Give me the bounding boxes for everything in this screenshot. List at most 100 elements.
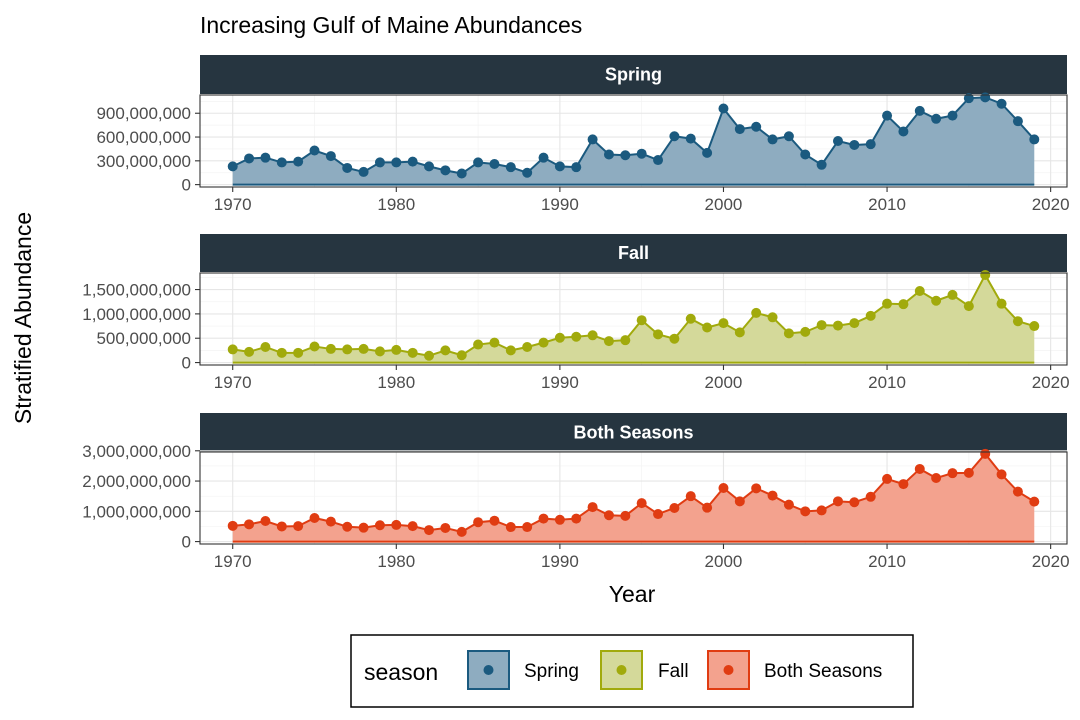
point-fall-2009 bbox=[865, 310, 876, 321]
x-tick-label: 1980 bbox=[377, 373, 415, 392]
point-both-seasons-2009 bbox=[865, 491, 876, 502]
strip-label-both-seasons: Both Seasons bbox=[573, 423, 693, 443]
point-fall-1997 bbox=[669, 333, 680, 344]
x-tick-label: 1970 bbox=[214, 373, 252, 392]
point-both-seasons-1986 bbox=[489, 515, 500, 526]
point-spring-1979 bbox=[374, 157, 385, 168]
point-both-seasons-2018 bbox=[1012, 486, 1023, 497]
point-both-seasons-2016 bbox=[980, 448, 991, 459]
point-fall-1983 bbox=[440, 345, 451, 356]
point-fall-1992 bbox=[587, 330, 598, 341]
y-tick-label: 0 bbox=[182, 176, 191, 195]
point-spring-1993 bbox=[603, 149, 614, 160]
y-tick-label: 0 bbox=[182, 354, 191, 373]
panel-border-both-seasons bbox=[199, 451, 1068, 545]
point-both-seasons-2003 bbox=[767, 490, 778, 501]
point-both-seasons-1993 bbox=[603, 510, 614, 521]
point-spring-1999 bbox=[702, 147, 713, 158]
x-tick-label: 2010 bbox=[868, 373, 906, 392]
point-fall-1972 bbox=[260, 341, 271, 352]
point-spring-2017 bbox=[996, 98, 1007, 109]
point-fall-1971 bbox=[244, 346, 255, 357]
area-spring bbox=[232, 97, 1035, 185]
point-both-seasons-2013 bbox=[931, 473, 942, 484]
point-fall-1979 bbox=[374, 346, 385, 357]
point-fall-2015 bbox=[963, 301, 974, 312]
point-spring-2005 bbox=[800, 149, 811, 160]
panel-spring: Spring 0 300,000,000 600,000,000 900,000,000… bbox=[96, 55, 1070, 214]
point-spring-1974 bbox=[293, 156, 304, 167]
point-fall-1976 bbox=[325, 343, 336, 354]
point-spring-1995 bbox=[636, 148, 647, 159]
x-tick-label: 2010 bbox=[868, 195, 906, 214]
point-spring-2010 bbox=[882, 110, 893, 121]
point-fall-1988 bbox=[522, 341, 533, 352]
point-fall-2019 bbox=[1029, 321, 1040, 332]
point-both-seasons-2010 bbox=[882, 473, 893, 484]
y-tick-label: 3,000,000,000 bbox=[82, 442, 191, 461]
point-spring-1992 bbox=[587, 134, 598, 145]
point-spring-1972 bbox=[260, 152, 271, 163]
point-both-seasons-1987 bbox=[505, 522, 516, 533]
x-tick-label: 2000 bbox=[705, 195, 743, 214]
point-spring-2012 bbox=[914, 105, 925, 116]
point-fall-2001 bbox=[734, 327, 745, 338]
point-both-seasons-1973 bbox=[276, 521, 287, 532]
legend-label-both-seasons: Both Seasons bbox=[764, 661, 882, 682]
point-both-seasons-2000 bbox=[718, 483, 729, 494]
point-both-seasons-1977 bbox=[342, 521, 353, 532]
point-spring-2018 bbox=[1012, 116, 1023, 127]
point-fall-2003 bbox=[767, 312, 778, 323]
facet-panels: Spring 0 300,000,000 600,000,000 900,000,000… bbox=[82, 55, 1070, 571]
point-spring-1994 bbox=[620, 150, 631, 161]
point-both-seasons-1983 bbox=[440, 522, 451, 533]
point-spring-1981 bbox=[407, 156, 418, 167]
point-fall-1970 bbox=[227, 344, 238, 355]
panel-border-spring bbox=[199, 94, 1068, 188]
point-fall-1974 bbox=[293, 347, 304, 358]
point-fall-2011 bbox=[898, 299, 909, 310]
point-both-seasons-1974 bbox=[293, 521, 304, 532]
point-spring-1970 bbox=[227, 161, 238, 172]
y-tick-label: 1,000,000,000 bbox=[82, 502, 191, 521]
point-spring-1987 bbox=[505, 162, 516, 173]
point-spring-1978 bbox=[358, 166, 369, 177]
point-both-seasons-2004 bbox=[783, 499, 794, 510]
point-both-seasons-1990 bbox=[554, 514, 565, 525]
point-fall-1977 bbox=[342, 344, 353, 355]
point-spring-1990 bbox=[554, 161, 565, 172]
point-fall-1986 bbox=[489, 337, 500, 348]
x-tick-label: 2010 bbox=[868, 552, 906, 571]
point-both-seasons-1980 bbox=[391, 519, 402, 530]
x-tick-label: 1990 bbox=[541, 373, 579, 392]
point-both-seasons-2005 bbox=[800, 506, 811, 517]
point-spring-1991 bbox=[571, 162, 582, 173]
point-both-seasons-2017 bbox=[996, 469, 1007, 480]
point-fall-1998 bbox=[685, 313, 696, 324]
point-spring-2011 bbox=[898, 126, 909, 137]
x-tick-label: 1970 bbox=[214, 195, 252, 214]
point-spring-1997 bbox=[669, 131, 680, 142]
point-fall-1973 bbox=[276, 347, 287, 358]
panel-border-fall bbox=[199, 272, 1068, 366]
point-spring-1976 bbox=[325, 151, 336, 162]
x-tick-label: 1990 bbox=[541, 195, 579, 214]
x-tick-label: 2020 bbox=[1032, 373, 1070, 392]
point-fall-2014 bbox=[947, 289, 958, 300]
point-spring-1985 bbox=[473, 157, 484, 168]
y-tick-label: 2,000,000,000 bbox=[82, 472, 191, 491]
point-spring-2013 bbox=[931, 113, 942, 124]
point-spring-1989 bbox=[538, 152, 549, 163]
point-spring-2019 bbox=[1029, 134, 1040, 145]
point-both-seasons-1982 bbox=[424, 525, 435, 536]
point-spring-1986 bbox=[489, 159, 500, 169]
point-fall-2007 bbox=[832, 320, 843, 331]
x-tick-label: 2000 bbox=[705, 373, 743, 392]
panel-both-seasons: Both Seasons 0 1,000,000,000 2,000,000,000 3… bbox=[82, 413, 1070, 571]
point-fall-1980 bbox=[391, 344, 402, 355]
point-both-seasons-1999 bbox=[702, 502, 713, 513]
point-spring-2003 bbox=[767, 134, 778, 145]
legend-label-fall: Fall bbox=[658, 661, 689, 682]
point-spring-1983 bbox=[440, 165, 451, 176]
legend: season Spring Fall Both Seasons bbox=[350, 634, 914, 708]
